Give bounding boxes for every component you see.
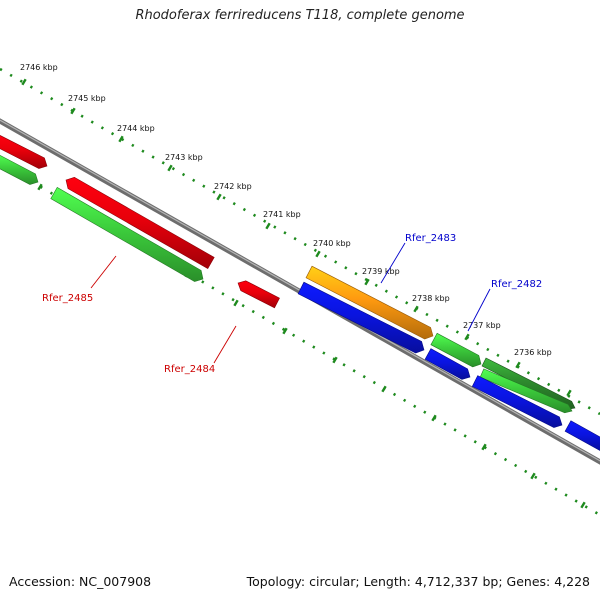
- outer-scale-dots: [0, 67, 600, 416]
- inner-major-tick: [530, 472, 536, 480]
- gene-leader-line: [90, 255, 117, 289]
- gene-label-rfer-2483: Rfer_2483: [405, 233, 456, 244]
- gene-bar-orange-rfer-2483: [305, 265, 434, 340]
- outer-major-tick: [464, 333, 470, 341]
- inner-major-tick: [332, 356, 338, 364]
- inner-major-tick: [381, 385, 387, 393]
- outer-major-tick: [566, 389, 572, 397]
- gene-label-rfer-2484: Rfer_2484: [164, 364, 215, 375]
- outer-major-tick: [265, 222, 271, 230]
- gene-bar-blue: [471, 375, 563, 428]
- outer-major-tick: [413, 305, 419, 313]
- gene-bar-green: [430, 332, 482, 368]
- outer-major-tick: [167, 164, 173, 172]
- scale-tick-label: 2745 kbp: [68, 94, 106, 103]
- accession-label: Accession: NC_007908: [9, 574, 152, 589]
- gene-label-rfer-2485: Rfer_2485: [42, 293, 93, 304]
- scale-tick-label: 2744 kbp: [117, 124, 155, 133]
- outer-major-tick: [70, 107, 76, 115]
- scale-tick-label: 2742 kbp: [214, 182, 252, 191]
- gene-leader-line: [213, 325, 237, 364]
- map-title: Rhodoferax ferrireducens T118, complete …: [135, 8, 465, 23]
- gene-bar-green: [0, 154, 39, 185]
- gene-bar-green: [479, 368, 573, 414]
- scale-tick-label: 2746 kbp: [20, 63, 58, 72]
- inner-major-tick: [37, 183, 43, 191]
- inner-major-tick: [481, 443, 487, 451]
- inner-major-tick: [282, 327, 288, 335]
- scale-tick-label: 2741 kbp: [263, 210, 301, 219]
- outer-major-tick: [315, 250, 321, 258]
- gene-leader-line: [380, 242, 406, 284]
- gene-bar-blue-edge: [564, 420, 600, 451]
- gene-bar-darkgreen-rfer-2482: [481, 357, 576, 410]
- scale-tick-label: 2739 kbp: [362, 267, 400, 276]
- gene-label-rfer-2482: Rfer_2482: [491, 279, 542, 290]
- outer-major-tick: [118, 135, 124, 143]
- gene-bar-red: [0, 135, 48, 169]
- scale-tick-label: 2740 kbp: [313, 239, 351, 248]
- gene-bar-red-rfer-2484: [65, 176, 215, 270]
- inner-major-tick: [431, 414, 437, 422]
- gene-bar-blue: [297, 281, 425, 354]
- scale-tick-label: 2736 kbp: [514, 348, 552, 357]
- gene-bar-blue: [424, 348, 471, 380]
- inner-major-tick: [233, 299, 239, 307]
- gene-bar-red-small: [237, 280, 280, 309]
- gene-leader-line: [467, 288, 491, 332]
- outer-major-tick: [216, 193, 222, 201]
- scale-tick-label: 2737 kbp: [463, 321, 501, 330]
- scale-tick-label: 2738 kbp: [412, 294, 450, 303]
- outer-major-tick: [364, 278, 370, 286]
- inner-major-tick: [580, 501, 586, 509]
- outer-major-tick: [515, 361, 521, 369]
- scale-tick-label: 2743 kbp: [165, 153, 203, 162]
- genome-summary: Topology: circular; Length: 4,712,337 bp…: [246, 574, 590, 589]
- outer-major-tick: [21, 78, 27, 86]
- gene-bar-green-rfer-2485: [50, 186, 204, 282]
